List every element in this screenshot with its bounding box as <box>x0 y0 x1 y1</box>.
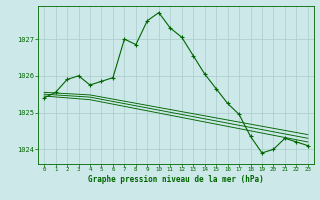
X-axis label: Graphe pression niveau de la mer (hPa): Graphe pression niveau de la mer (hPa) <box>88 175 264 184</box>
